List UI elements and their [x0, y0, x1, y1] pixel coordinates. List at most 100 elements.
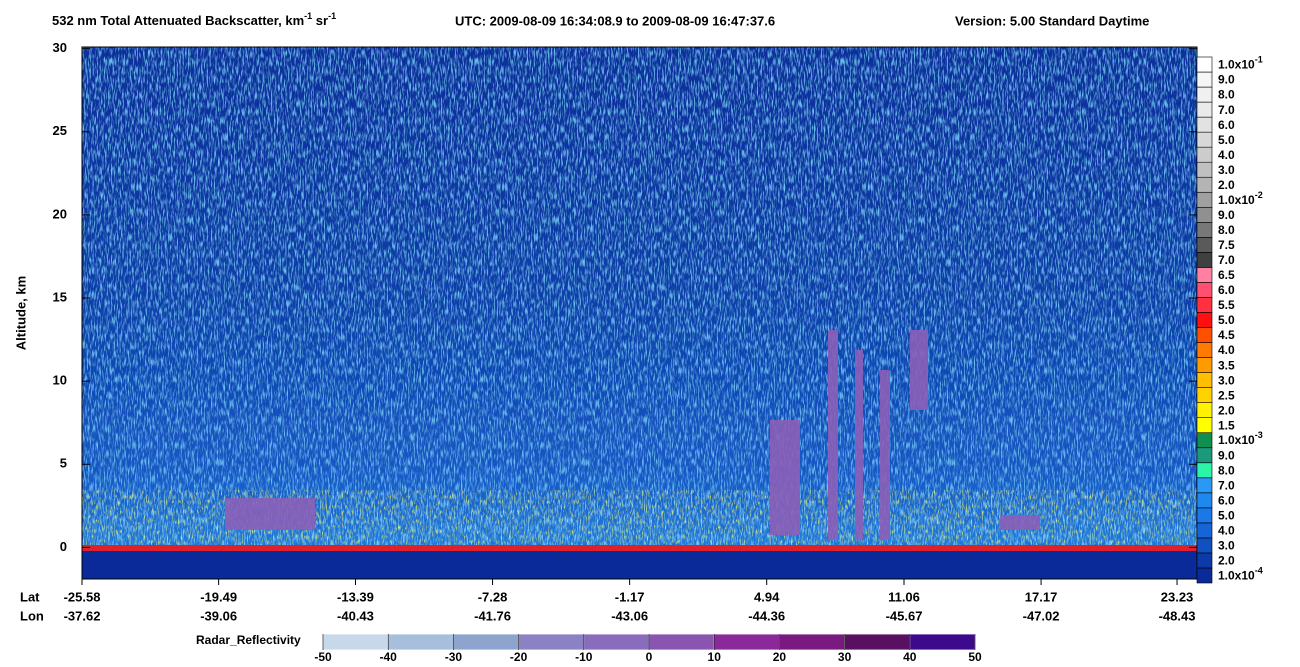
colorbar-label: 1.0x10-1 [1218, 55, 1263, 72]
colorbar-label: 4.0 [1218, 343, 1235, 357]
colorbar-label-base: 1.0x10 [1218, 433, 1255, 447]
colorbar-swatch [1196, 327, 1213, 343]
colorbar-swatch [1196, 447, 1213, 464]
colorbar-label: 2.0 [1218, 554, 1235, 568]
lon-tick-label: -47.02 [1023, 608, 1060, 623]
radar-tick-label: 40 [903, 650, 917, 664]
radar-swatch [844, 633, 911, 651]
colorbar-swatch [1196, 507, 1213, 524]
colorbar-label: 3.5 [1218, 358, 1235, 372]
colorbar-label: 7.0 [1218, 478, 1235, 492]
colorbar-swatch [1196, 56, 1213, 73]
colorbar-label: 1.0x10-3 [1218, 431, 1263, 448]
lat-tick-label: -13.39 [337, 589, 374, 604]
lon-tick-label: -40.43 [337, 608, 374, 623]
colorbar-label: 3.0 [1218, 539, 1235, 553]
lat-tick-label: -19.49 [200, 589, 237, 604]
colorbar-label: 1.0x10-2 [1218, 190, 1263, 207]
colorbar-label-base: 1.0x10 [1218, 569, 1255, 583]
lat-tick-label: 23.23 [1161, 589, 1194, 604]
colorbar-label: 6.0 [1218, 118, 1235, 132]
radar-swatch [713, 633, 780, 651]
colorbar-swatch [1196, 101, 1213, 118]
colorbar-label: 2.0 [1218, 178, 1235, 192]
title-sup: -1 [328, 11, 336, 21]
colorbar-swatch [1196, 312, 1213, 328]
y-tick-label: 30 [53, 40, 67, 55]
lat-tick-label: 17.17 [1025, 589, 1058, 604]
lon-tick-label: -43.06 [611, 608, 648, 623]
radar-swatch [909, 633, 976, 651]
radar-swatch [452, 633, 519, 651]
colorbar-label-sup: -3 [1255, 431, 1263, 441]
radar-swatch [648, 633, 715, 651]
colorbar-swatch [1196, 462, 1213, 479]
colorbar-swatch [1196, 522, 1213, 539]
colorbar-swatch [1196, 432, 1213, 449]
colorbar-label: 5.0 [1218, 509, 1235, 523]
radar-tick-label: -30 [445, 650, 463, 664]
colorbar-label: 2.0 [1218, 403, 1235, 417]
radar-tick-label: 50 [968, 650, 982, 664]
lat-tick-label: -25.58 [64, 589, 101, 604]
colorbar-swatch [1196, 116, 1213, 133]
radar-tick-label: 0 [646, 650, 653, 664]
radar-tick-label: -10 [575, 650, 593, 664]
radar-tick-label: -40 [380, 650, 398, 664]
lat-tick-label: -7.28 [478, 589, 508, 604]
colorbar-label: 6.0 [1218, 494, 1235, 508]
version: Version: 5.00 Standard Daytime [955, 13, 1149, 28]
chart-title: 532 nm Total Attenuated Backscatter, km-… [52, 11, 336, 28]
colorbar-swatch [1196, 71, 1213, 88]
colorbar-swatch [1196, 387, 1213, 403]
lon-tick-label: -45.67 [886, 608, 923, 623]
colorbar-label: 5.0 [1218, 133, 1235, 147]
backscatter-image [81, 46, 1198, 580]
colorbar-label-sup: -4 [1255, 566, 1263, 576]
colorbar-label: 3.0 [1218, 373, 1235, 387]
colorbar-label: 4.5 [1218, 328, 1235, 342]
title-sup: -1 [304, 11, 312, 21]
utc-range: UTC: 2009-08-09 16:34:08.9 to 2009-08-09… [455, 13, 775, 28]
colorbar-label: 4.0 [1218, 148, 1235, 162]
colorbar-swatch [1196, 492, 1213, 509]
y-tick-label: 5 [60, 456, 67, 471]
colorbar-swatch [1196, 267, 1213, 283]
radar-tick-label: -20 [510, 650, 528, 664]
colorbar-label: 7.0 [1218, 103, 1235, 117]
colorbar-swatch [1196, 417, 1213, 434]
lon-tick-label: -48.43 [1159, 608, 1196, 623]
colorbar-swatch [1196, 402, 1213, 418]
radar-tick-label: -50 [314, 650, 332, 664]
y-tick-label: 0 [60, 539, 67, 554]
lat-label: Lat [20, 589, 40, 604]
colorbar-swatch [1196, 252, 1213, 268]
y-tick-label: 25 [53, 123, 67, 138]
colorbar-label: 8.0 [1218, 88, 1235, 102]
colorbar-label: 1.0x10-4 [1218, 566, 1263, 583]
lon-tick-label: -39.06 [200, 608, 237, 623]
lat-tick-label: 4.94 [754, 589, 780, 604]
colorbar-label: 9.0 [1218, 73, 1235, 87]
colorbar-swatch [1196, 342, 1213, 358]
colorbar-label: 5.5 [1218, 298, 1235, 312]
lon-tick-label: -41.76 [474, 608, 511, 623]
colorbar-label: 6.5 [1218, 268, 1235, 282]
colorbar-swatch [1196, 176, 1213, 193]
title-part: sr [312, 13, 328, 28]
y-tick-label: 10 [53, 373, 67, 388]
colorbar-swatch [1196, 552, 1213, 569]
radar-tick-label: 20 [773, 650, 787, 664]
colorbar-label: 7.0 [1218, 253, 1235, 267]
colorbar-swatch [1196, 206, 1213, 223]
colorbar-swatch [1196, 237, 1213, 253]
colorbar-label: 4.0 [1218, 524, 1235, 538]
colorbar-swatch [1196, 537, 1213, 554]
colorbar-swatch [1196, 567, 1213, 584]
radar-swatch [387, 633, 454, 651]
colorbar-label-sup: -2 [1255, 190, 1263, 200]
colorbar-label: 8.0 [1218, 463, 1235, 477]
colorbar-label-base: 1.0x10 [1218, 58, 1255, 72]
lat-tick-label: -1.17 [615, 589, 645, 604]
